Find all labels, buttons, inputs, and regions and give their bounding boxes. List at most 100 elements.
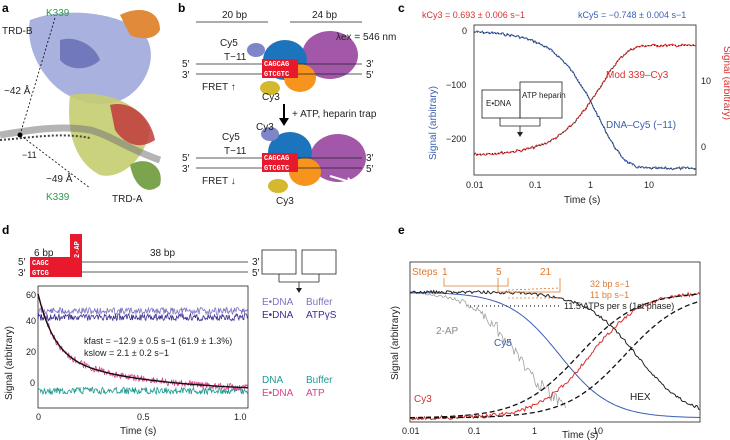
complex-lower: CAGCAG GTCGTC 5′ 3′ 3′ 5′ Cy5 T−11 Cy3 C… [182,122,374,207]
orange-domain [120,10,160,39]
panel-c: c kCy3 = 0.693 ± 0.006 s−1 kCy5 = −0.748… [398,1,730,206]
inset-box-right [519,81,563,119]
k-fast-label: kfast = −12.9 ± 0.5 s−1 (61.9 ± 1.3%) [84,336,232,346]
panel-b-label: b [178,1,185,15]
y-axis-label-right: Signal (arbitrary) [721,46,730,120]
series-line [473,43,697,157]
panel-d-axes [37,285,249,409]
y-tick: 60 [26,290,36,300]
motor-domain [302,31,358,79]
trd-domain [260,81,280,95]
x-tick: 0.5 [137,412,150,422]
distance-line-49 [19,134,91,189]
dna-strand [0,134,91,141]
y-axis-label: Signal (arbitrary) [390,306,401,380]
end-label: 3′ [366,59,374,70]
x-tick: 1.0 [234,412,247,422]
panel-c-axes [473,24,697,176]
end-label: 5′ [182,59,190,70]
seq-top: CAGCAG [264,155,289,163]
panel-e-plot [409,289,701,421]
target-site-box [262,153,298,172]
legend-entry-a: E•DNA [262,297,294,308]
k339-bottom-label: K339 [46,192,70,203]
legend-entry-b: Buffer [306,297,333,308]
series-label-red: Mod 339–Cy3 [606,70,669,81]
inset-left-label: E•DNA [486,99,512,108]
x-tick: 10 [593,426,603,436]
series-label-blue: DNA–Cy5 (−11) [606,120,676,131]
x-tick: 0 [36,412,41,422]
mixer-box-left [261,249,297,275]
series-line [37,292,249,392]
y-tick: 40 [26,316,36,326]
step-bracket [497,278,561,293]
fit-line [473,31,696,169]
y-right-tick: 10 [701,76,711,86]
model-line [410,293,701,419]
end-label: 5′ [366,164,374,175]
reaction-arrow-head [279,118,289,126]
length-right: 24 bp [312,10,337,21]
series-line [410,291,700,418]
distance-42-label: ~42 Å [4,84,31,97]
k-cy5-label: kCy5 = −0.748 ± 0.004 s−1 [578,10,686,20]
position-marker [17,132,23,138]
rate-1-label: 32 bp s−1 [590,279,630,289]
series-label-hex: HEX [630,392,651,403]
legend-entry-a: DNA [262,375,283,386]
x-tick: 0.1 [529,180,542,190]
y-right-tick: 0 [701,142,706,152]
inset-right-label: ATP heparin [522,91,566,100]
y-tick: 0 [30,378,35,388]
seq-bottom: GTCGTC [264,165,289,173]
step-bracket [443,278,509,287]
t11-label: T−11 [224,52,247,63]
x-tick: 1 [532,426,537,436]
fret-up-label: FRET ↑ [202,82,236,93]
mixer-arrow [296,288,302,293]
inset-arrow [517,132,523,137]
x-tick: 0.1 [468,426,481,436]
step-21-label: 21 [540,267,552,278]
position-m11-label: −11 [22,150,37,160]
seq-top: CAGCAG [264,61,289,69]
cy5-label: Cy5 [222,132,240,143]
target-site-box [30,257,82,277]
series-line [409,292,566,409]
fret-down-label: FRET ↓ [202,176,236,187]
panel-e: e Steps 1 5 21 32 bp s−1 11 bp s−1 11.5 … [390,223,701,440]
rate-2-label: 11 bp s−1 [590,290,629,300]
target-site-box [262,59,298,78]
cy5-site [247,43,265,57]
step-5-label: 5 [496,267,502,278]
panel-a-label: a [2,1,9,15]
seq-bottom: GTCG [32,270,49,278]
y-axis-label: Signal (arbitrary) [4,326,15,400]
y-axis-label-left: Signal (arbitrary) [428,86,439,160]
x-tick: 1 [588,180,593,190]
end-label: 5′ [252,268,260,279]
distance-line-42 [19,17,56,136]
series-label-cy5: Cy5 [494,338,512,349]
panel-d-legend: E•DNA Buffer E•DNA ATPγS DNA Buffer E•DN… [262,297,337,399]
x-axis-label: Time (s) [564,195,600,206]
translocation-arrow [329,175,351,183]
cy3-label: Cy3 [256,122,274,133]
series-label-2ap: 2-AP [436,326,459,337]
legend-entry-a: E•DNA [262,310,294,321]
panel-d-plot [37,292,249,396]
trd-b-helix [60,38,100,69]
cy3-site [261,127,279,141]
panel-c-plot [473,30,697,171]
x-tick: 0.01 [402,426,420,436]
distance-49-label: ~49 Å [46,172,73,185]
end-label: 5′ [18,257,26,268]
green-domain [130,161,161,190]
length-left: 20 bp [222,10,247,21]
panel-d-label: d [2,223,9,237]
trd-domain [268,179,288,193]
t11-label: T−11 [224,146,247,157]
x-tick: 10 [644,180,654,190]
k-slow-label: kslow = 2.1 ± 0.2 s−1 [84,348,169,358]
